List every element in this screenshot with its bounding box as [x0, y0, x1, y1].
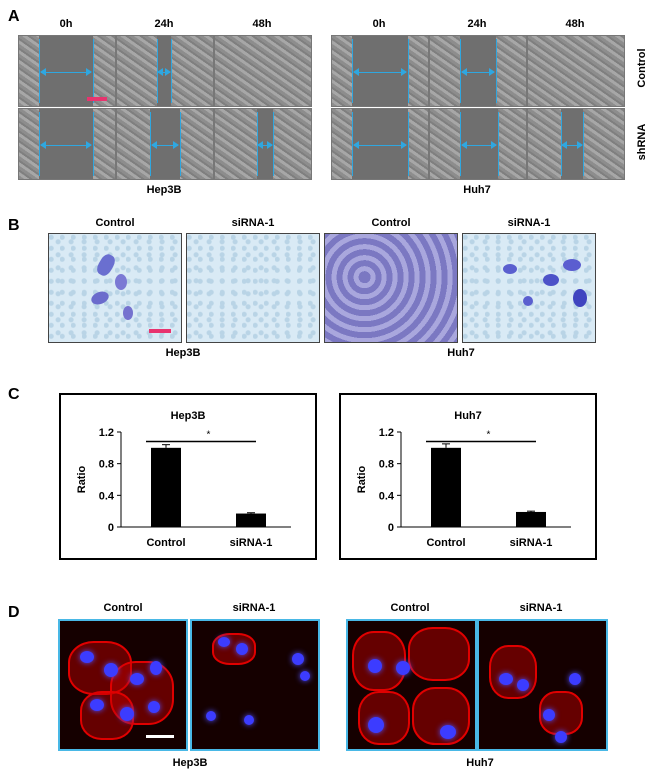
wound-image-huh7-shrna-0h [331, 108, 429, 180]
time-label-0h: 0h [372, 18, 386, 30]
wound-image-huh7-control-24h [429, 35, 527, 107]
y-tick-label: 0.4 [379, 490, 395, 502]
wound-image-huh7-control-48h [527, 35, 625, 107]
significance-marker: * [487, 430, 491, 441]
chart-title: Huh7 [454, 410, 482, 422]
y-tick-label: 0.8 [99, 459, 114, 471]
bar-chart-huh7-svg: Huh7 0 0.4 0.8 1.2 Ratio Control siRNA-1 * [356, 410, 571, 549]
bar-control [151, 447, 181, 527]
time-label-48h: 48h [565, 18, 585, 30]
y-tick-label: 0 [388, 522, 394, 534]
scale-bar [146, 735, 174, 738]
panel-c-label: C [8, 386, 20, 403]
cell-line-label-huh7: Huh7 [463, 184, 491, 196]
time-label-48h: 48h [252, 18, 272, 30]
transwell-image-huh7-control [324, 233, 458, 343]
significance-marker: * [207, 430, 211, 441]
fluorescence-image-hep3b-control [58, 619, 188, 751]
time-label-24h: 24h [154, 18, 174, 30]
cell-line-label-huh7: Huh7 [447, 347, 475, 359]
y-tick-label: 1.2 [99, 427, 114, 439]
x-tick-label: Control [426, 537, 465, 549]
row-label-control: Control [636, 48, 648, 88]
wound-image-huh7-shrna-24h [429, 108, 527, 180]
y-tick-label: 0.8 [379, 459, 394, 471]
x-tick-label: Control [146, 537, 185, 549]
image-label-control: Control [103, 602, 143, 614]
wound-image-hep3b-control-24h [116, 35, 214, 107]
image-label-sirna-1: siRNA-1 [231, 217, 275, 229]
bar-chart-huh7: Huh7 0 0.4 0.8 1.2 Ratio Control siRNA-1 * [339, 393, 597, 560]
y-tick-label: 0 [108, 522, 114, 534]
row-label-shrna: shRNA [636, 123, 648, 161]
wound-image-hep3b-shrna-24h [116, 108, 214, 180]
time-label-0h: 0h [59, 18, 73, 30]
image-label-control: Control [371, 217, 411, 229]
image-label-control: Control [390, 602, 430, 614]
wound-image-huh7-shrna-48h [527, 108, 625, 180]
image-label-sirna-1: siRNA-1 [232, 602, 276, 614]
bar-chart-hep3b: Hep3B 0 0.4 0.8 1.2 Ratio Control siRNA-1 * [59, 393, 317, 560]
image-label-sirna-1: siRNA-1 [507, 217, 551, 229]
wound-image-hep3b-shrna-48h [214, 108, 312, 180]
y-tick-label: 0.4 [99, 490, 115, 502]
x-tick-label: siRNA-1 [230, 537, 273, 549]
panel-b-label: B [8, 217, 20, 234]
panel-d-label: D [8, 604, 20, 621]
fluorescence-image-hep3b-sirna-1 [190, 619, 320, 751]
y-tick-label: 1.2 [379, 427, 394, 439]
scale-bar [87, 97, 107, 101]
scale-bar [149, 329, 171, 333]
cell-line-label-hep3b: Hep3B [146, 184, 182, 196]
transwell-image-hep3b-control [48, 233, 182, 343]
image-label-control: Control [95, 217, 135, 229]
transwell-image-hep3b-sirna-1 [186, 233, 320, 343]
y-axis-label: Ratio [356, 465, 368, 493]
wound-image-hep3b-control-0h [18, 35, 116, 107]
wound-image-huh7-control-0h [331, 35, 429, 107]
wound-image-hep3b-shrna-0h [18, 108, 116, 180]
y-axis-label: Ratio [76, 465, 88, 493]
cell-line-label-hep3b: Hep3B [172, 757, 208, 769]
transwell-image-huh7-sirna-1 [462, 233, 596, 343]
cell-line-label-huh7: Huh7 [466, 757, 494, 769]
bar-sirna-1 [236, 513, 266, 527]
time-label-24h: 24h [467, 18, 487, 30]
bar-control [431, 447, 461, 527]
bar-chart-hep3b-svg: Hep3B 0 0.4 0.8 1.2 Ratio Control siRNA-1 * [76, 410, 291, 549]
wound-image-hep3b-control-48h [214, 35, 312, 107]
panel-a-label: A [8, 8, 20, 25]
fluorescence-image-huh7-control [346, 619, 477, 751]
image-label-sirna-1: siRNA-1 [519, 602, 563, 614]
fluorescence-image-huh7-sirna-1 [477, 619, 608, 751]
cell-line-label-hep3b: Hep3B [165, 347, 201, 359]
bar-sirna-1 [516, 511, 546, 527]
chart-title: Hep3B [171, 410, 206, 422]
x-tick-label: siRNA-1 [510, 537, 553, 549]
